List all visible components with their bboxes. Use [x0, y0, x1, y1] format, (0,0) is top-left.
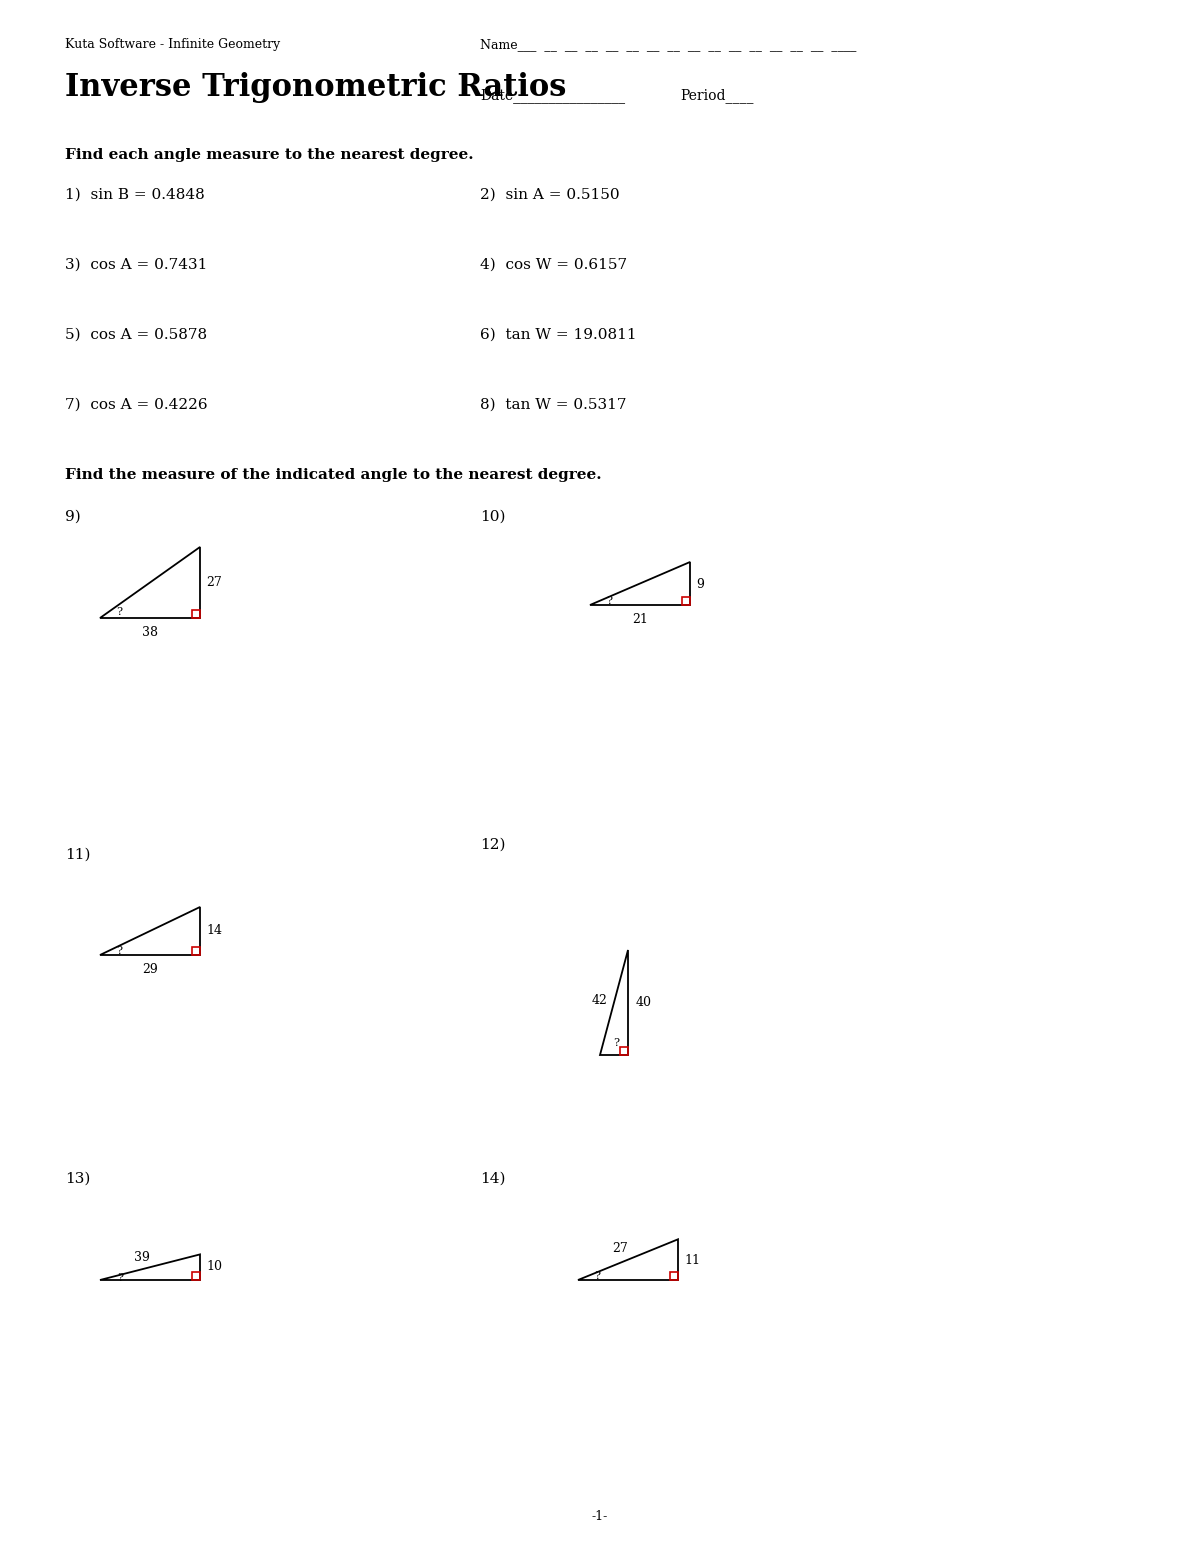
Text: 39: 39 — [134, 1252, 150, 1264]
Text: 6)  tan W = 19.0811: 6) tan W = 19.0811 — [480, 328, 637, 342]
Text: ?: ? — [613, 1037, 619, 1048]
Text: Inverse Trigonometric Ratios: Inverse Trigonometric Ratios — [65, 71, 566, 102]
Text: 29: 29 — [142, 963, 158, 975]
Text: 14): 14) — [480, 1173, 505, 1186]
Text: 1)  sin B = 0.4848: 1) sin B = 0.4848 — [65, 188, 205, 202]
Text: 4)  cos W = 0.6157: 4) cos W = 0.6157 — [480, 258, 628, 272]
Text: 12): 12) — [480, 839, 505, 853]
Text: 9: 9 — [696, 578, 704, 590]
Text: 14: 14 — [206, 924, 222, 938]
Text: 11): 11) — [65, 848, 90, 862]
Text: ?: ? — [606, 596, 612, 606]
Text: 7)  cos A = 0.4226: 7) cos A = 0.4226 — [65, 398, 208, 412]
Text: Kuta Software - Infinite Geometry: Kuta Software - Infinite Geometry — [65, 37, 281, 51]
Text: 42: 42 — [592, 994, 608, 1006]
Text: 3)  cos A = 0.7431: 3) cos A = 0.7431 — [65, 258, 208, 272]
Text: 5)  cos A = 0.5878: 5) cos A = 0.5878 — [65, 328, 208, 342]
Text: Name___  __  __  __  __  __  __  __  __  __  __  __  __  __  __  ____: Name___ __ __ __ __ __ __ __ __ __ __ __… — [480, 37, 857, 51]
Text: ?: ? — [116, 1272, 122, 1283]
Text: 10): 10) — [480, 509, 505, 523]
Text: Find the measure of the indicated angle to the nearest degree.: Find the measure of the indicated angle … — [65, 467, 601, 481]
Text: -1-: -1- — [592, 1510, 608, 1523]
Text: 9): 9) — [65, 509, 80, 523]
Text: 40: 40 — [636, 997, 652, 1009]
Text: 27: 27 — [206, 576, 222, 589]
Text: 2)  sin A = 0.5150: 2) sin A = 0.5150 — [480, 188, 619, 202]
Text: Date________________: Date________________ — [480, 89, 625, 102]
Text: ?: ? — [116, 607, 122, 617]
Text: 10: 10 — [206, 1261, 222, 1273]
Text: Find each angle measure to the nearest degree.: Find each angle measure to the nearest d… — [65, 148, 474, 162]
Text: 8)  tan W = 0.5317: 8) tan W = 0.5317 — [480, 398, 626, 412]
Text: ?: ? — [595, 1272, 601, 1281]
Text: 27: 27 — [612, 1242, 628, 1255]
Text: Period____: Period____ — [680, 89, 754, 102]
Text: ?: ? — [116, 946, 122, 955]
Text: 21: 21 — [632, 613, 648, 626]
Text: 11: 11 — [684, 1253, 700, 1267]
Text: 38: 38 — [142, 626, 158, 638]
Text: 13): 13) — [65, 1173, 90, 1186]
